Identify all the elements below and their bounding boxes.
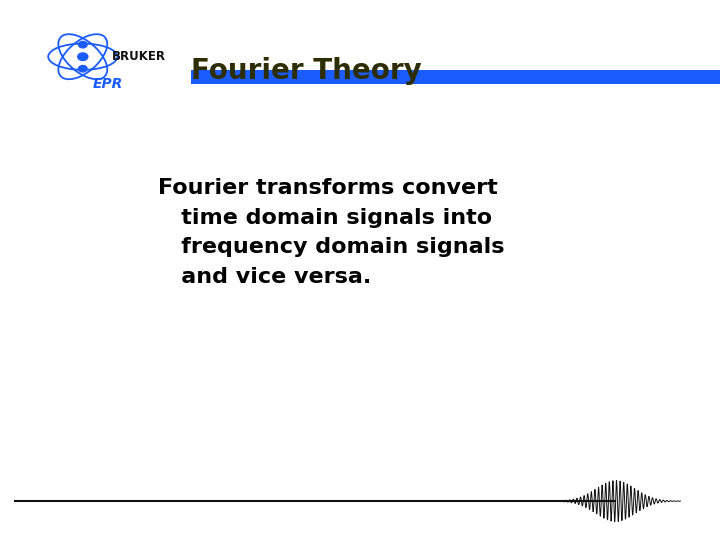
Circle shape (78, 65, 87, 72)
Text: BRUKER: BRUKER (112, 50, 166, 63)
Bar (191, 70, 720, 84)
Circle shape (78, 53, 88, 60)
Circle shape (78, 42, 87, 48)
Text: Fourier Theory: Fourier Theory (191, 57, 421, 85)
Text: Fourier transforms convert
   time domain signals into
   frequency domain signa: Fourier transforms convert time domain s… (158, 178, 505, 287)
Text: EPR: EPR (93, 77, 123, 91)
